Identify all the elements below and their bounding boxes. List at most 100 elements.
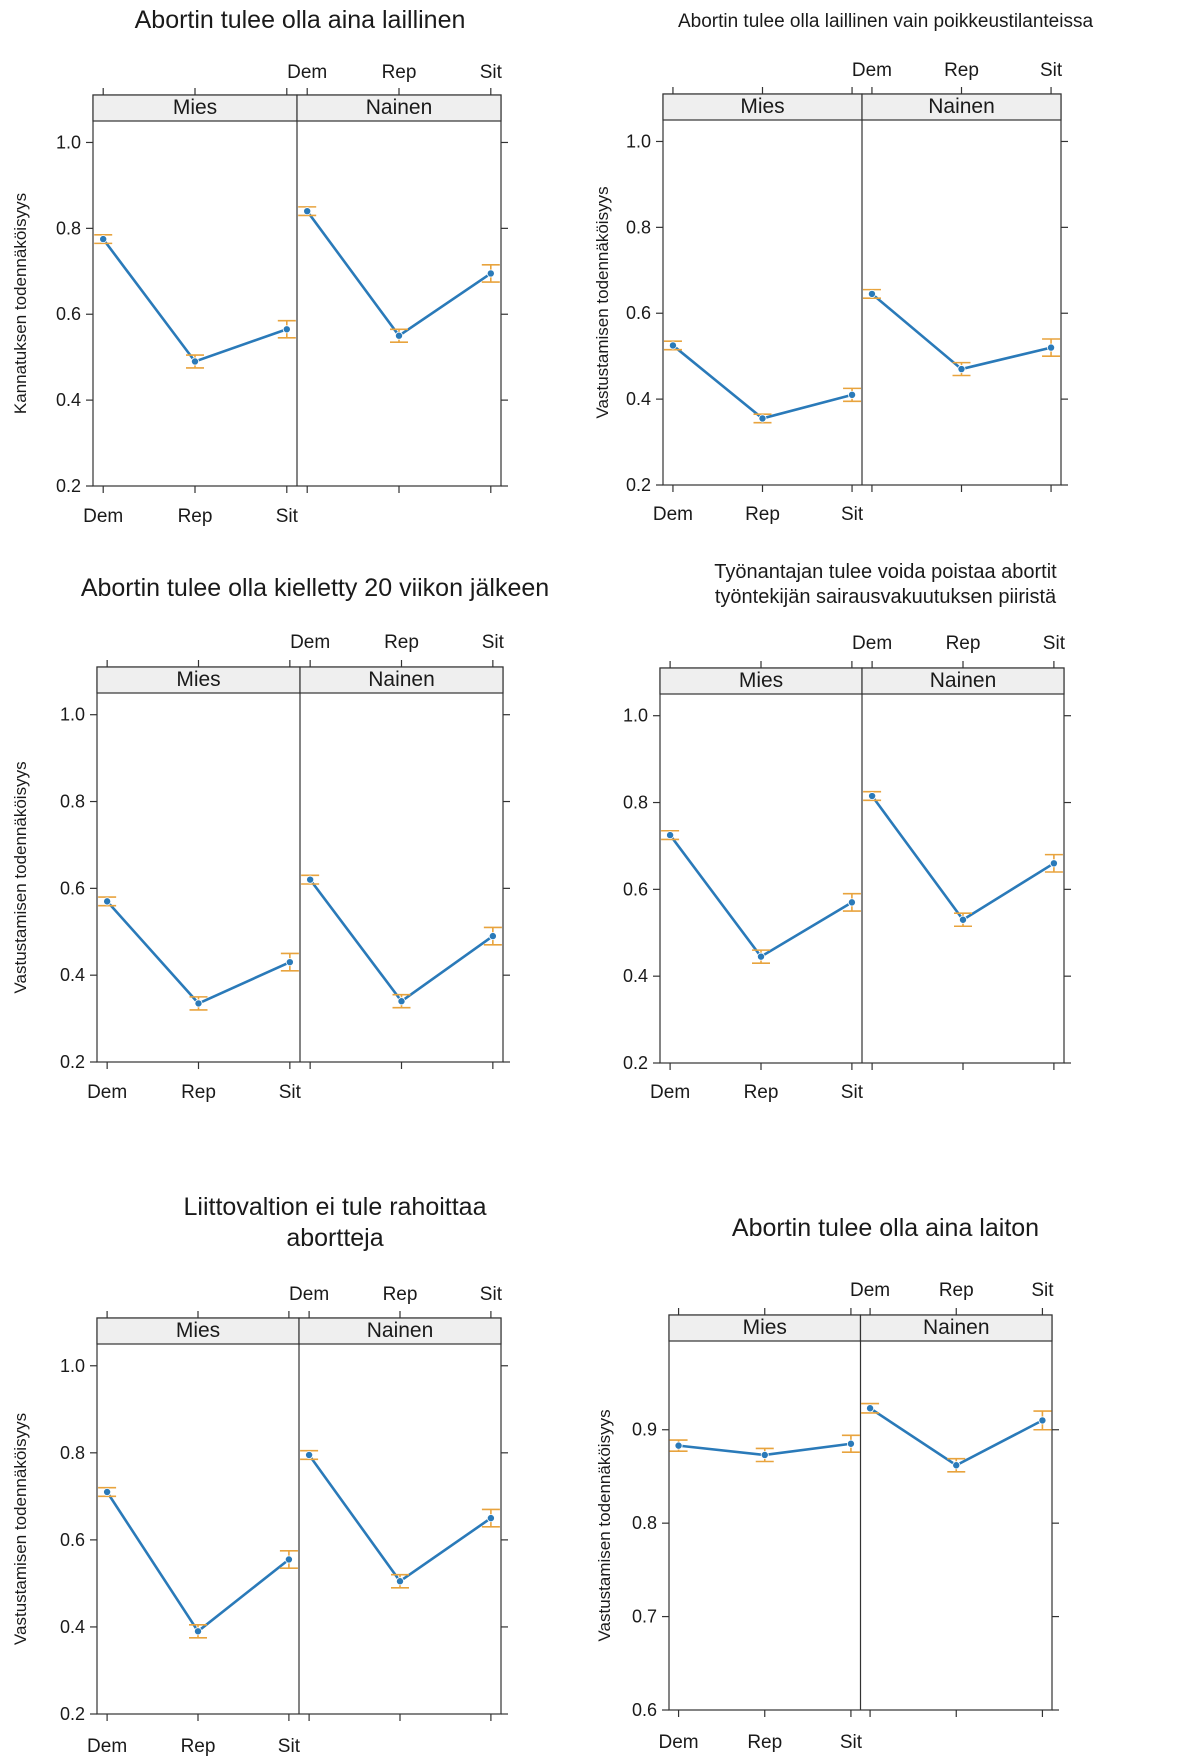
panel-label-nainen: Nainen [366, 96, 433, 119]
series-line-nainen [306, 210, 492, 338]
data-point [1049, 859, 1058, 868]
x-tick-label-dem: Dem [650, 1082, 690, 1103]
data-point [305, 1450, 314, 1459]
chart-always-illegal: Abortin tulee olla aina laiton Mies Naine… [590, 1180, 1181, 1758]
data-point [190, 357, 199, 366]
x-tick-label-top-sit: Sit [480, 1284, 503, 1305]
x-tick-label-top-rep: Rep [944, 60, 979, 81]
series-line-mies [106, 900, 291, 1005]
series-line-mies [672, 344, 853, 420]
x-tick-label-top-dem: Dem [290, 632, 330, 653]
x-tick-label-top-dem: Dem [852, 60, 892, 81]
x-tick-label-sit: Sit [840, 1732, 863, 1753]
chart-plot: Mies Nainen 0.2 0.4 0.6 0.8 1.0 Vastustamisen t… [11, 632, 510, 1103]
series-line-nainen [309, 878, 494, 1004]
y-tick-label: 0.6 [626, 303, 651, 323]
y-tick-label: 1.0 [623, 706, 648, 726]
y-tick-label: 0.2 [56, 476, 81, 496]
chart-title: Abortin tulee olla aina laillinen [134, 6, 466, 34]
panel-strip [659, 667, 863, 695]
series-line-mies [669, 834, 853, 959]
panel-label-mies: Mies [176, 668, 220, 691]
chart-plot: Mies Nainen 0.2 0.4 0.6 0.8 1.0 Vastustamisen t… [593, 60, 1068, 525]
data-point [758, 414, 767, 423]
x-tick-label-top-dem: Dem [852, 633, 892, 654]
x-tick-label-sit: Sit [278, 1736, 301, 1757]
chart-title: Työnantajan tulee voida poistaa abortit … [714, 561, 1057, 608]
panel-strip [96, 666, 301, 694]
y-axis-label: Vastustamisen todennäköisyys [595, 1409, 614, 1641]
chart-banned-after-20-weeks: Abortin tulee olla kielletty 20 viikon j… [0, 560, 590, 1120]
panel-label-nainen: Nainen [923, 1316, 990, 1339]
series-line-nainen [871, 795, 1055, 922]
panel-strip [296, 94, 502, 122]
y-tick-label: 0.2 [60, 1052, 85, 1072]
y-tick-label: 0.4 [626, 389, 651, 409]
data-point [674, 1441, 683, 1450]
data-point [193, 1627, 202, 1636]
chart-title: Abortin tulee olla kielletty 20 viikon j… [80, 574, 550, 602]
chart-plot: Mies Nainen 0.2 0.4 0.6 0.8 1.0 Dem Dem Rep Rep Sit… [623, 633, 1071, 1103]
panel-label-mies: Mies [739, 669, 783, 692]
y-tick-label: 0.2 [626, 475, 651, 495]
x-tick-label-sit: Sit [841, 1082, 864, 1103]
x-tick-label-top-rep: Rep [382, 62, 417, 83]
panel-label-mies: Mies [740, 95, 784, 118]
panel-strip [861, 667, 1065, 695]
x-tick-label-top-rep: Rep [946, 633, 981, 654]
x-tick-label-top-sit: Sit [1031, 1280, 1054, 1301]
y-tick-label: 1.0 [60, 1356, 85, 1376]
y-tick-label: 0.8 [60, 792, 85, 812]
x-tick-label-top-sit: Sit [1040, 60, 1063, 81]
data-point [282, 325, 291, 334]
x-tick-label-dem: Dem [87, 1082, 127, 1103]
series-line-mies [106, 1491, 290, 1634]
x-tick-label-rep: Rep [181, 1082, 216, 1103]
panel-label-nainen: Nainen [930, 669, 997, 692]
data-point [397, 997, 406, 1006]
x-tick-label-rep: Rep [181, 1736, 216, 1757]
x-tick-label-dem: Dem [653, 504, 693, 525]
x-tick-label-dem: Dem [659, 1732, 699, 1753]
panel-strip [662, 93, 863, 121]
chart-title: Abortin tulee olla aina laiton [731, 1214, 1040, 1242]
data-point [285, 958, 294, 967]
data-point [957, 365, 966, 374]
data-point [1047, 343, 1056, 352]
x-tick-label-top-sit: Sit [482, 632, 505, 653]
data-point [756, 952, 765, 961]
data-point [1038, 1416, 1047, 1425]
y-tick-label: 1.0 [60, 705, 85, 725]
data-point [847, 898, 856, 907]
panel-label-nainen: Nainen [928, 95, 995, 118]
x-tick-label-rep: Rep [744, 1082, 779, 1103]
y-axis-label: Vastustamisen todennäköisyys [11, 1413, 30, 1645]
y-tick-label: 0.2 [60, 1704, 85, 1724]
data-point [103, 897, 112, 906]
series-line-nainen [308, 1454, 492, 1584]
panel-strip [96, 1317, 300, 1345]
x-tick-label-sit: Sit [279, 1082, 302, 1103]
y-tick-label: 0.8 [626, 217, 651, 237]
data-point [486, 269, 495, 278]
panel-strip [668, 1314, 862, 1342]
chart-plot: Mies Nainen 0.2 0.4 0.6 0.8 1.0 Vastustamisen t… [11, 1284, 508, 1757]
y-tick-label: 0.8 [623, 793, 648, 813]
panel-label-mies: Mies [743, 1316, 787, 1339]
data-point [952, 1461, 961, 1470]
y-tick-label: 0.8 [60, 1443, 85, 1463]
data-point [666, 831, 675, 840]
data-point [306, 875, 315, 884]
y-tick-label: 0.4 [60, 965, 85, 985]
x-tick-label-rep: Rep [178, 506, 213, 527]
panel-label-mies: Mies [176, 1319, 220, 1342]
y-axis-label: Vastustamisen todennäköisyys [593, 186, 612, 418]
chart-title: Liittovaltion ei tule rahoittaa aborttej… [183, 1193, 487, 1253]
y-axis-label: Kannatuksen todennäköisyys [11, 193, 30, 414]
data-point [303, 207, 312, 216]
chart-plot: Mies Nainen 0.2 0.4 0.6 0.8 1.0 Kannatuksen tod… [11, 62, 508, 527]
x-tick-label-rep: Rep [747, 1732, 782, 1753]
y-tick-label: 0.4 [60, 1617, 85, 1637]
panel-label-mies: Mies [173, 96, 217, 119]
x-tick-label-top-rep: Rep [384, 632, 419, 653]
